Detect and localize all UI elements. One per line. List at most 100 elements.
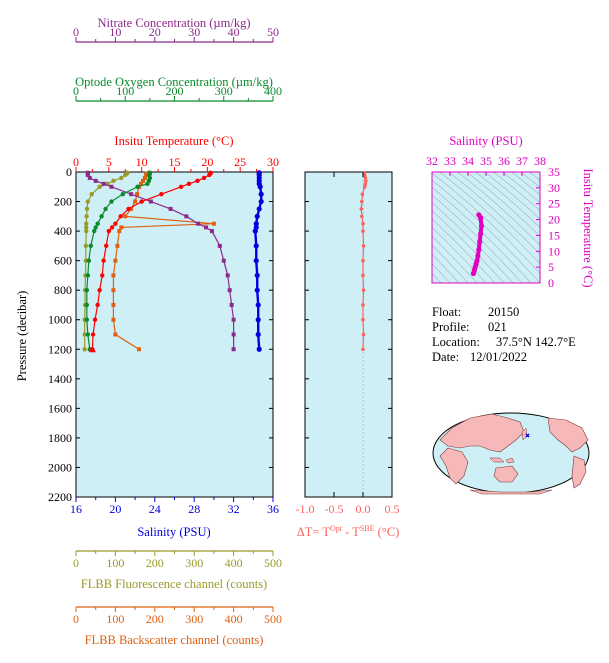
delta-point <box>361 303 365 307</box>
backscatter-point <box>111 273 116 278</box>
delta-tick-label: -1.0 <box>296 502 315 516</box>
fluorescence-tick-label: 200 <box>146 556 164 570</box>
ts-point <box>475 253 481 259</box>
temperature-tick-label: 5 <box>106 155 112 169</box>
temperature-point <box>201 175 207 181</box>
delta-axis-label: ΔT= TOpt - TSBE (°C) <box>297 524 400 539</box>
temperature-point <box>95 302 100 308</box>
oxygen-tick-label: 400 <box>264 84 282 98</box>
density-contour <box>502 172 540 204</box>
salinity-point <box>258 191 264 197</box>
density-contour <box>475 172 540 228</box>
ts-point <box>478 223 485 229</box>
density-contour <box>432 253 460 283</box>
backscatter-point <box>139 181 144 186</box>
pressure-tick-label: 1000 <box>48 313 72 327</box>
density-contour <box>432 202 514 283</box>
temperature-point <box>97 287 102 293</box>
backscatter-point <box>111 288 116 293</box>
temperature-point <box>118 214 123 219</box>
pressure-tick-label: 0 <box>66 165 72 179</box>
delta-series-group <box>359 170 368 352</box>
salinity-tick-label: 16 <box>70 502 82 516</box>
nitrate-point <box>209 229 214 234</box>
fluorescence-point <box>84 206 90 212</box>
delta-point <box>360 214 364 219</box>
temperature-axis: 0 5 10 15 20 25 30 <box>73 155 279 172</box>
oxygen-tick-label: 200 <box>166 84 184 98</box>
salinity-point <box>256 346 262 352</box>
density-contour <box>432 172 540 274</box>
delta-point <box>361 244 366 248</box>
oxygen-point <box>95 221 100 226</box>
main-plot-area <box>75 171 274 498</box>
nitrate-tick-label: 30 <box>188 25 200 39</box>
density-contour <box>432 187 532 283</box>
ts-xtick-label: 33 <box>444 154 456 168</box>
fluorescence-tick-label: 300 <box>185 556 203 570</box>
salinity-point <box>254 287 260 293</box>
density-contour <box>432 244 469 283</box>
info-date: Date: 12/01/2022 <box>432 350 527 365</box>
ts-point <box>478 231 484 237</box>
delta-tick-label: -0.5 <box>325 502 344 516</box>
temperature-point <box>207 172 212 178</box>
salinity-point <box>255 317 261 323</box>
salinity-point <box>254 213 260 219</box>
backscatter-point <box>140 178 145 183</box>
delta-point <box>361 317 365 322</box>
fluorescence-point <box>84 228 89 234</box>
density-contours <box>432 172 540 283</box>
nitrate-point <box>101 181 106 186</box>
oxygen-point <box>109 199 114 204</box>
fluorescence-tick-label: 400 <box>225 556 243 570</box>
density-contour <box>511 172 540 196</box>
date-label: Date: <box>432 350 460 364</box>
ts-xtick-label: 38 <box>534 154 546 168</box>
nitrate-point <box>231 347 236 352</box>
delta-point <box>361 347 365 352</box>
map-eurasia <box>439 413 525 453</box>
delta-point <box>363 176 368 180</box>
ts-series-group <box>470 212 485 277</box>
nitrate-tick-label: 10 <box>109 25 121 39</box>
map-float-marker <box>525 433 530 438</box>
backscatter-tick-label: 500 <box>264 612 282 626</box>
fluorescence-point <box>82 332 87 337</box>
fluorescence-point <box>82 347 87 352</box>
delta-point <box>361 229 365 233</box>
salinity-point <box>254 272 260 279</box>
oxygen-point <box>84 302 90 308</box>
backscatter-axis-label: FLBB Backscatter channel (counts) <box>85 633 264 647</box>
nitrate-point <box>231 317 236 322</box>
salinity-axis-label: Salinity (PSU) <box>137 525 210 539</box>
oxygen-point <box>84 317 90 322</box>
fluorescence-tick-label: 0 <box>73 556 79 570</box>
backscatter-tick-label: 400 <box>225 612 243 626</box>
density-contour <box>432 263 451 283</box>
salinity-tick-label: 24 <box>149 502 161 516</box>
temperature-point <box>104 243 109 249</box>
delta-point <box>361 288 366 292</box>
ts-point <box>470 270 476 277</box>
nitrate-point <box>85 172 90 177</box>
ts-ytick-label: 0 <box>548 276 554 290</box>
nitrate-point <box>93 178 98 183</box>
salinity-point <box>253 258 259 264</box>
oxygen-point <box>99 214 104 219</box>
info-profile: Profile: 021 <box>432 320 507 335</box>
ts-xtick-label: 35 <box>480 154 492 168</box>
pressure-tick-label: 2000 <box>48 460 72 474</box>
backscatter-tick-label: 100 <box>106 612 124 626</box>
pressure-tick-label: 1400 <box>48 372 72 386</box>
delta-tick-label: 0.5 <box>385 502 400 516</box>
fluorescence-point <box>119 175 124 181</box>
pressure-tick-label: 600 <box>54 254 72 268</box>
nitrate-point <box>227 288 232 293</box>
density-contour <box>432 227 487 283</box>
density-contour <box>466 172 540 237</box>
nitrate-point <box>129 192 134 197</box>
info-float: Float: 20150 <box>432 305 519 320</box>
ts-ytick-label: 5 <box>548 260 554 274</box>
